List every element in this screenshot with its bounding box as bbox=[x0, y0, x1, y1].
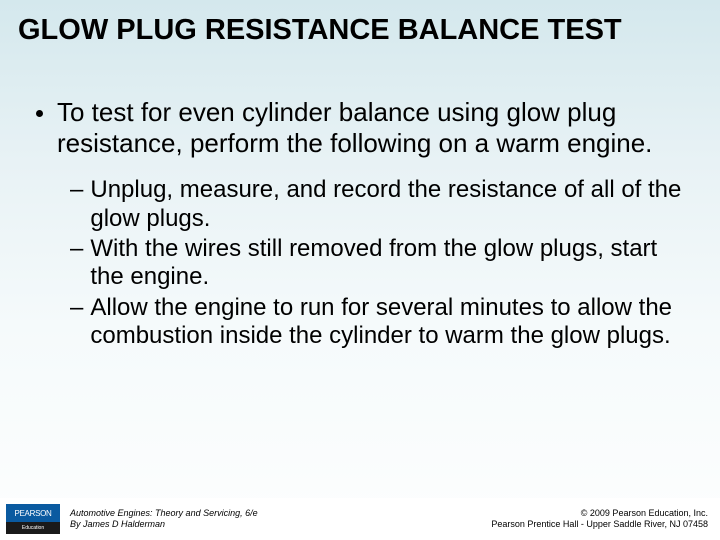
footer-left: Automotive Engines: Theory and Servicing… bbox=[70, 508, 491, 530]
dash-icon: – bbox=[70, 294, 83, 322]
footer-right: © 2009 Pearson Education, Inc. Pearson P… bbox=[491, 508, 708, 530]
publisher-logo: PEARSON Education bbox=[6, 504, 60, 534]
main-bullet: To test for even cylinder balance using … bbox=[36, 97, 684, 158]
slide: GLOW PLUG RESISTANCE BALANCE TEST To tes… bbox=[0, 0, 720, 540]
footer-copyright: © 2009 Pearson Education, Inc. bbox=[491, 508, 708, 519]
logo-bottom: Education bbox=[6, 522, 60, 534]
sub-bullet-text: Unplug, measure, and record the resistan… bbox=[90, 176, 684, 233]
sub-bullet-text: Allow the engine to run for several minu… bbox=[90, 294, 684, 351]
logo-top: PEARSON bbox=[6, 504, 60, 522]
footer-book-title: Automotive Engines: Theory and Servicing… bbox=[70, 508, 491, 519]
footer: PEARSON Education Automotive Engines: Th… bbox=[0, 498, 720, 540]
bullet-icon bbox=[36, 110, 43, 117]
sub-bullet-text: With the wires still removed from the gl… bbox=[90, 235, 684, 292]
slide-title: GLOW PLUG RESISTANCE BALANCE TEST bbox=[0, 0, 720, 47]
main-bullet-text: To test for even cylinder balance using … bbox=[57, 97, 684, 158]
sub-bullet: – With the wires still removed from the … bbox=[70, 235, 684, 292]
sub-bullet: – Unplug, measure, and record the resist… bbox=[70, 176, 684, 233]
footer-author: By James D Halderman bbox=[70, 519, 491, 530]
sub-bullet-list: – Unplug, measure, and record the resist… bbox=[36, 176, 684, 350]
footer-address: Pearson Prentice Hall - Upper Saddle Riv… bbox=[491, 519, 708, 530]
dash-icon: – bbox=[70, 235, 83, 263]
slide-body: To test for even cylinder balance using … bbox=[0, 47, 720, 540]
sub-bullet: – Allow the engine to run for several mi… bbox=[70, 294, 684, 351]
dash-icon: – bbox=[70, 176, 83, 204]
